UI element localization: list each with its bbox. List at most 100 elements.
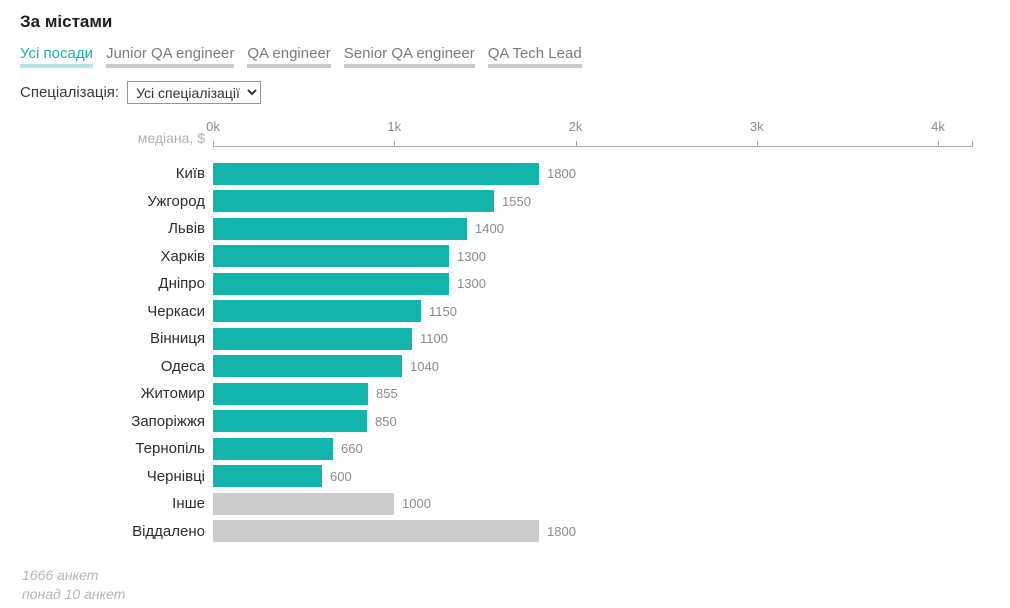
- x-tick-label: 2k: [568, 119, 583, 134]
- bar-value: 1150: [429, 303, 457, 319]
- bar-value: 600: [330, 468, 352, 484]
- chart-row: Чернівці 600: [20, 463, 990, 491]
- x-axis: 0k 1k 2k 3k 4k: [206, 119, 973, 147]
- chart-row: Запоріжжя 850: [20, 408, 990, 436]
- x-tick-label: 1k: [387, 119, 402, 134]
- x-tick-mark: [938, 141, 939, 146]
- city-label: Інше: [172, 495, 205, 513]
- chart-row: Вінниця 1100: [20, 325, 990, 353]
- bar-area: 1400: [213, 217, 504, 240]
- x-tick-label: 0k: [206, 119, 220, 134]
- city-label: Житомир: [140, 385, 205, 403]
- chart-row: Дніпро 1300: [20, 270, 990, 298]
- bar-value: 1100: [420, 331, 448, 347]
- city-label: Віддалено: [132, 522, 205, 540]
- chart-row: Житомир 855: [20, 380, 990, 408]
- bar-value: 1300: [457, 276, 486, 292]
- city-label: Одеса: [160, 357, 205, 375]
- tab-bar: Усі посади Junior QA engineer QA engineer S…: [20, 45, 990, 68]
- bar: [213, 217, 467, 240]
- city-label: Харків: [160, 247, 205, 265]
- tab-all-positions[interactable]: Усі посади: [20, 45, 93, 68]
- tab-senior-qa-engineer[interactable]: Senior QA engineer: [343, 45, 475, 68]
- footnote: 1666 анкет понад 10 анкет: [22, 566, 990, 604]
- bar: [213, 410, 367, 433]
- chart-row: Ужгород 1550: [20, 188, 990, 216]
- x-tick-mark: [756, 141, 758, 146]
- bar: [213, 382, 368, 405]
- city-label: Ужгород: [147, 192, 205, 210]
- bar-value: 855: [376, 386, 398, 402]
- x-axis-end-tick: [972, 141, 973, 146]
- bar-area: 1000: [213, 492, 431, 515]
- plot-rows: Київ 1800 Ужгород 1550 Львів 1400 Харків 1300 Дн…: [20, 160, 990, 545]
- bar-value: 1040: [410, 358, 439, 374]
- bar-value: 1000: [402, 496, 431, 512]
- footnote-line2: понад 10 анкет: [22, 585, 126, 602]
- bar-value: 1400: [475, 221, 504, 237]
- bar: [213, 520, 539, 543]
- bar-area: 660: [213, 437, 363, 460]
- bar-value: 1550: [502, 193, 531, 209]
- tab-qa-engineer[interactable]: QA engineer: [247, 45, 331, 68]
- x-tick-mark: [575, 141, 577, 146]
- specialization-filter: Спеціалізація: Усі спеціалізації: [20, 81, 990, 104]
- chart-row: Львів 1400: [20, 215, 990, 243]
- page-title: За містами: [20, 12, 113, 31]
- bar: [213, 245, 449, 268]
- bar-area: 600: [213, 465, 352, 488]
- x-tick-label: 4k: [931, 119, 945, 134]
- bar-area: 1100: [213, 327, 448, 350]
- specialization-select[interactable]: Усі спеціалізації: [127, 81, 262, 104]
- chart-row: Черкаси 1150: [20, 298, 990, 326]
- city-label: Черкаси: [147, 302, 205, 320]
- bar: [213, 272, 449, 295]
- chart-row: Віддалено 1800: [20, 518, 990, 546]
- bar: [213, 190, 494, 213]
- x-tick-mark: [394, 141, 396, 146]
- bar: [213, 300, 421, 323]
- chart-row: Одеса 1040: [20, 353, 990, 381]
- bar: [213, 162, 539, 185]
- bar-area: 1150: [213, 300, 457, 323]
- axis-row: медіана, $ 0k 1k 2k 3k 4k: [20, 119, 990, 147]
- bar: [213, 327, 412, 350]
- city-label: Львів: [168, 220, 205, 238]
- x-tick-label: 3k: [749, 119, 764, 134]
- city-label: Вінниця: [150, 330, 205, 348]
- city-label: Тернопіль: [135, 440, 205, 458]
- bar-area: 1300: [213, 272, 486, 295]
- bar-area: 850: [213, 410, 397, 433]
- bar: [213, 355, 402, 378]
- salary-by-city-chart: медіана, $ 0k 1k 2k 3k 4k Київ 1800 Ужгород 155…: [20, 119, 990, 604]
- bar-area: 855: [213, 382, 398, 405]
- footnote-line1: 1666 анкет: [22, 567, 99, 583]
- city-label: Київ: [175, 165, 205, 183]
- bar-value: 1800: [547, 166, 576, 182]
- tab-junior-qa-engineer[interactable]: Junior QA engineer: [105, 45, 235, 68]
- bar-area: 1550: [213, 190, 531, 213]
- bar: [213, 492, 394, 515]
- x-tick-mark: [213, 141, 214, 146]
- bar-value: 660: [341, 441, 363, 457]
- tab-qa-tech-lead[interactable]: QA Tech Lead: [487, 45, 582, 68]
- specialization-label: Спеціалізація:: [20, 84, 120, 101]
- city-label: Чернівці: [146, 467, 205, 485]
- chart-row: Тернопіль 660: [20, 435, 990, 463]
- city-label: Запоріжжя: [131, 412, 205, 430]
- bar-area: 1300: [213, 245, 486, 268]
- bar: [213, 437, 333, 460]
- chart-row: Харків 1300: [20, 243, 990, 271]
- bar-area: 1800: [213, 520, 576, 543]
- bar-value: 1800: [547, 523, 576, 539]
- bar-value: 1300: [457, 248, 486, 264]
- bar-area: 1800: [213, 162, 576, 185]
- chart-row: Київ 1800: [20, 160, 990, 188]
- city-label: Дніпро: [158, 275, 205, 293]
- bar-value: 850: [375, 413, 397, 429]
- chart-row: Інше 1000: [20, 490, 990, 518]
- bar: [213, 465, 322, 488]
- axis-label: медіана, $: [137, 130, 205, 146]
- bar-area: 1040: [213, 355, 439, 378]
